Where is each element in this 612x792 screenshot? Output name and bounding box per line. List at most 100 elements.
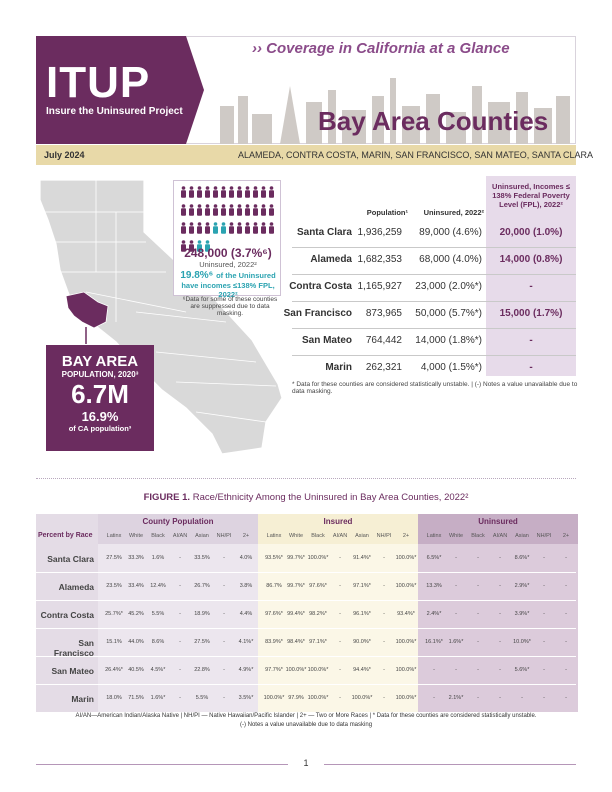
fpl-column-background [486, 176, 576, 376]
suppression-note: ⁶Data for some of these counties are sup… [182, 296, 278, 317]
person-icon [236, 221, 243, 234]
figure-cell: - [477, 583, 479, 589]
figure-county-name: San Mateo [51, 666, 94, 676]
figure-cell: 97.1%* [309, 639, 327, 645]
figure-cell: 3.8% [239, 583, 253, 589]
group-header-background [98, 514, 258, 544]
county-uninsured: 23,000 (2.0%*) [415, 281, 482, 292]
figure-cell: - [477, 667, 479, 673]
figure-cell: 5.5% [195, 695, 209, 701]
person-icon [188, 185, 195, 198]
group-column-background [98, 514, 258, 712]
person-icon [188, 239, 195, 252]
county-uninsured-fpl: 15,000 (1.7%) [499, 308, 563, 319]
county-table-note: * Data for these counties are considered… [292, 381, 578, 395]
person-icon [180, 185, 187, 198]
figure-cell: 94.4%* [353, 667, 371, 673]
group-header-background [418, 514, 578, 544]
figure-cell: 1.6%* [448, 639, 464, 645]
figure-cell: 93.4%* [397, 611, 415, 617]
table-row-divider [292, 247, 576, 248]
person-icon [220, 221, 227, 234]
person-icon [220, 185, 227, 198]
figure-title: FIGURE 1. Race/Ethnicity Among the Unins… [36, 492, 576, 503]
figure-cell: - [477, 695, 479, 701]
figure-cell: - [179, 555, 181, 561]
figure-cell: 8.6%* [514, 555, 530, 561]
coverage-kicker: ›› Coverage in California at a Glance [252, 40, 510, 57]
figure-cell: 99.7%* [287, 555, 305, 561]
figure-cell: 99.4%* [287, 611, 305, 617]
person-icon [260, 185, 267, 198]
figure-cell: 27.5% [106, 555, 122, 561]
figure-cell: 97.7%* [265, 667, 283, 673]
person-icon [260, 221, 267, 234]
figure-cell: - [179, 583, 181, 589]
person-icon [196, 203, 203, 216]
figure-cell: 97.1%* [353, 583, 371, 589]
figure-cell: - [383, 695, 385, 701]
figure-county-name: San Francisco [53, 638, 94, 658]
person-icon [236, 203, 243, 216]
county-population: 262,321 [365, 362, 402, 373]
person-icon [228, 203, 235, 216]
column-subheader: Black [471, 533, 485, 539]
figure-cell: 90.0%* [353, 639, 371, 645]
footer-rule-right [324, 764, 576, 765]
column-subheader: NH/PI [536, 533, 552, 539]
figure-cell: 40.5% [128, 667, 144, 673]
county-uninsured: 14,000 (1.8%*) [415, 335, 482, 346]
figure-row-divider [36, 628, 576, 629]
figure-cell: 33.3% [128, 555, 144, 561]
figure-row-divider [36, 572, 576, 573]
figure-label: FIGURE 1. [143, 492, 191, 503]
figure-cell: - [339, 555, 341, 561]
group-column-background [258, 514, 418, 712]
table-row-divider [292, 355, 576, 356]
population-value: 6.7M [71, 379, 129, 409]
people-icon-grid [180, 185, 278, 257]
logo-chevron [186, 36, 204, 144]
figure-cell: 2.9%* [514, 583, 530, 589]
group-title: County Population [142, 517, 214, 526]
footer-rule-left [36, 764, 288, 765]
figure-cell: - [179, 639, 181, 645]
column-subheader: Asian [355, 533, 369, 539]
figure-cell: - [499, 667, 501, 673]
group-title: Insured [323, 517, 353, 526]
figure-cell: - [521, 695, 523, 701]
figure-cell: 10.0%* [513, 639, 531, 645]
figure-cell: 96.1%* [353, 611, 371, 617]
figure-cell: - [223, 611, 225, 617]
figure-cell: - [339, 667, 341, 673]
figure-cell: - [179, 695, 181, 701]
person-icon [212, 203, 219, 216]
fpl-label-2: have incomes ≤138% FPL, 2022² [181, 281, 275, 299]
figure-cell: - [433, 695, 435, 701]
figure-cell: 8.6% [151, 639, 165, 645]
figure-cell: - [565, 583, 567, 589]
column-subheader: Asian [515, 533, 529, 539]
county-uninsured-fpl: - [529, 335, 533, 346]
row-header-column [36, 514, 98, 712]
figure-cell: - [565, 695, 567, 701]
figure-cell: 97.9% [288, 695, 304, 701]
population-label: POPULATION, 2020³ [61, 370, 139, 379]
figure-cell: - [543, 583, 545, 589]
figure-cell: - [223, 667, 225, 673]
figure-cell: - [455, 555, 457, 561]
figure-cell: 2.4%* [426, 611, 442, 617]
figure-cell: 100.0%* [395, 639, 417, 645]
figure-cell: - [433, 667, 435, 673]
group-column-background [418, 514, 578, 712]
figure-cell: 15.1% [106, 639, 122, 645]
column-subheader: 2+ [242, 533, 250, 539]
figure-cell: 27.5% [194, 639, 210, 645]
figure-cell: 1.6% [151, 555, 165, 561]
figure-cell: 3.5%* [238, 695, 254, 701]
column-subheader: White [128, 533, 144, 539]
bay-area-population-box: BAY AREA POPULATION, 2020³ 6.7M 16.9% of… [46, 345, 154, 451]
figure-cell: 98.4%* [287, 639, 305, 645]
figure-cell: 18.0% [106, 695, 122, 701]
percent-by-race-label: Percent by Race [38, 532, 93, 539]
